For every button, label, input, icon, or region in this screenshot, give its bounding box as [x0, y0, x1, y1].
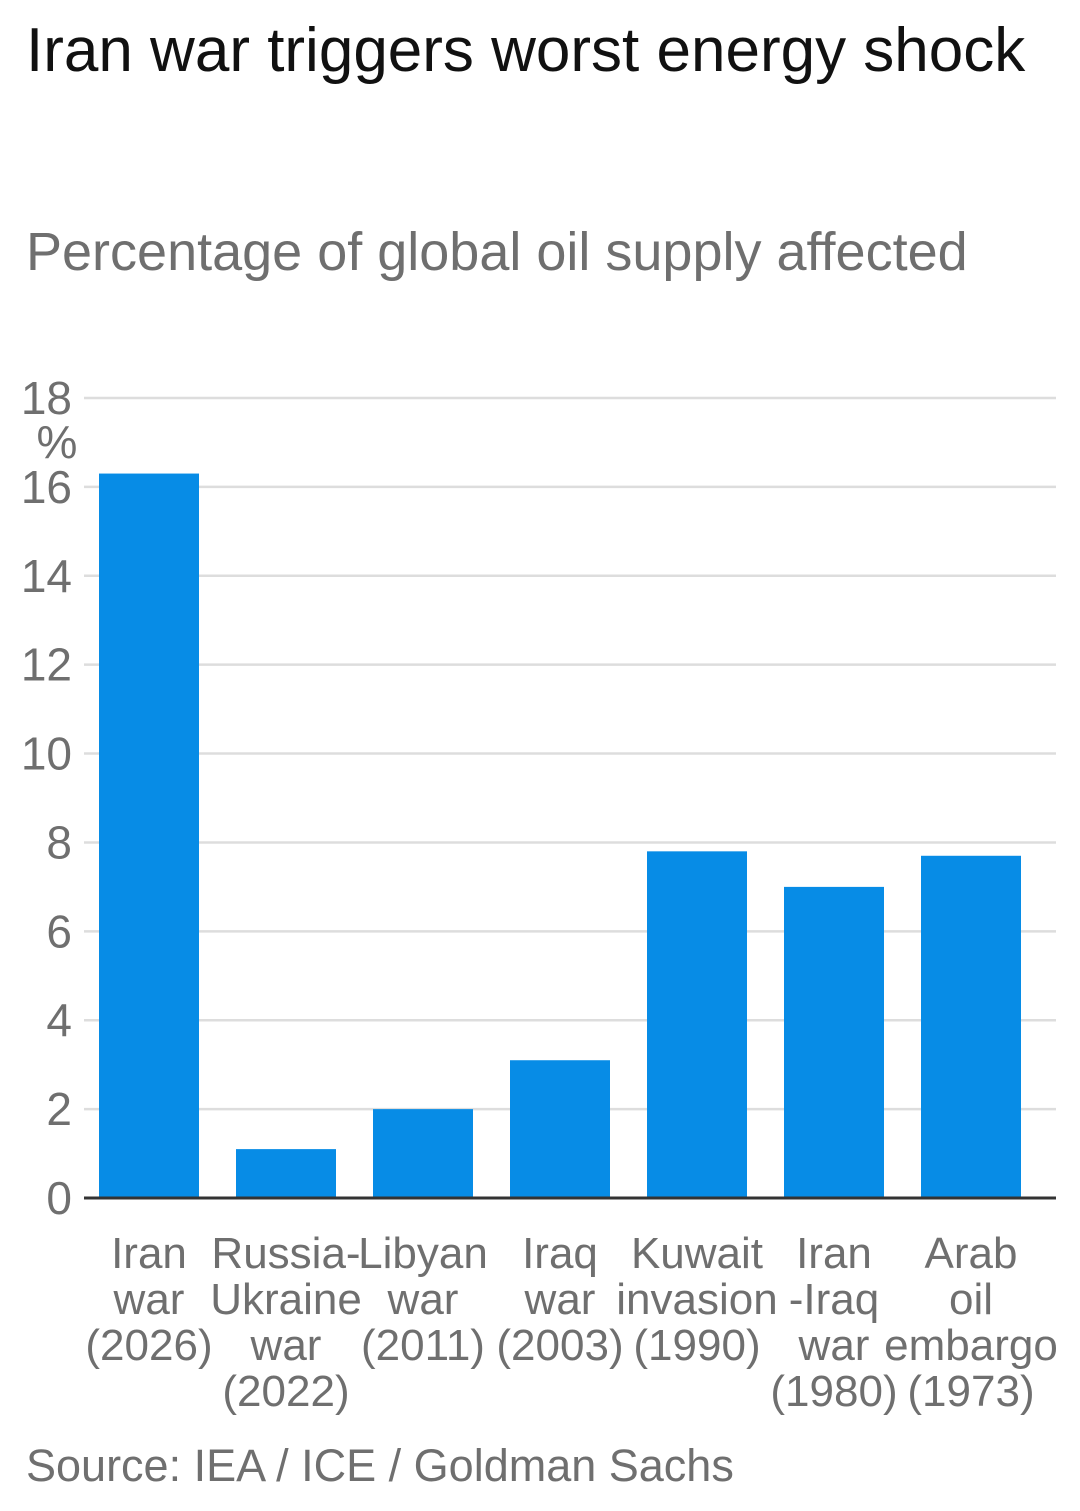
y-tick-label: 16 [21, 461, 72, 513]
y-tick-label: 10 [21, 728, 72, 780]
x-category-label: Iran war (2026) [85, 1229, 212, 1370]
y-tick-label: 6 [46, 905, 72, 957]
y-tick-label: 4 [46, 994, 72, 1046]
bar [647, 851, 747, 1198]
bars [99, 473, 1021, 1198]
x-category-label: Arab oil embargo (1973) [884, 1229, 1058, 1416]
chart-title: Iran war triggers worst energy shock [26, 16, 1026, 85]
chart-subtitle: Percentage of global oil supply affected [26, 222, 968, 282]
bar [236, 1149, 336, 1198]
gridlines [84, 396, 1056, 1111]
bar [510, 1060, 610, 1198]
x-category-label: Iran -Iraq war (1980) [770, 1229, 897, 1416]
bar [784, 886, 884, 1198]
x-category-label: Kuwait invasion (1990) [616, 1229, 777, 1370]
y-tick-label: 14 [21, 550, 72, 602]
x-category-label: Russia-Ukraine war (2022) [210, 1229, 362, 1416]
source-note: Source: IEA / ICE / Goldman Sachs [26, 1440, 734, 1491]
y-tick-label: 12 [21, 639, 72, 691]
bar [373, 1109, 473, 1198]
y-tick-label: 8 [46, 816, 72, 868]
y-tick-label: 0 [46, 1172, 72, 1224]
y-tick-label: 2 [46, 1083, 72, 1135]
bar [99, 473, 199, 1198]
y-tick-label: 18 [21, 372, 72, 424]
x-category-label: Libyan war (2011) [358, 1229, 488, 1370]
x-category-label: Iraq war (2003) [496, 1229, 623, 1370]
y-axis-ticks: 0 2 4 6 8 10 12 14 16 18 [21, 372, 72, 1224]
y-axis-unit-label: % [37, 416, 78, 468]
bar [921, 855, 1021, 1198]
x-axis-category-labels: Iran war (2026)Russia-Ukraine war (2022)Liby… [85, 1229, 1057, 1416]
